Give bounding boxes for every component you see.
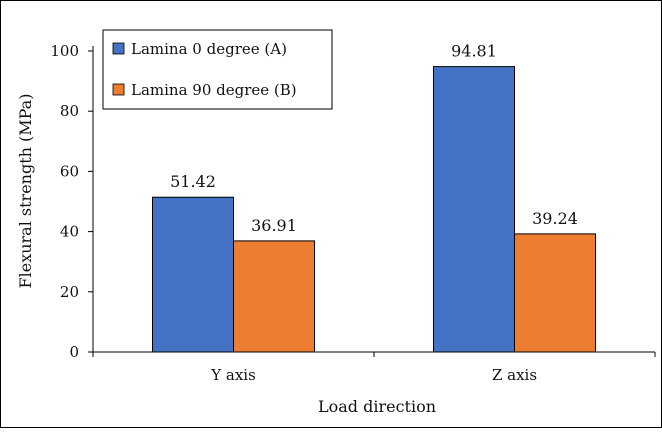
legend-box — [102, 29, 333, 110]
bar-y-axis-series-1 — [233, 240, 315, 353]
y-axis-title: Flexural strength (MPa) — [16, 94, 35, 289]
bars-group — [152, 66, 596, 353]
x-axis-title: Load direction — [318, 397, 436, 416]
bar-y-axis-series-0 — [152, 196, 234, 353]
bar-z-axis-series-0 — [433, 66, 515, 353]
axes-group — [88, 46, 656, 357]
data-label: 36.91 — [251, 216, 297, 235]
legend-swatch-a — [112, 42, 125, 55]
x-tick-label: Y axis — [210, 366, 256, 384]
y-tick-label: 20 — [60, 283, 79, 301]
legend-swatch-b — [112, 83, 125, 96]
legend: Lamina 0 degree (A) Lamina 90 degree (B) — [102, 29, 333, 110]
data-label: 39.24 — [532, 209, 578, 228]
legend-label-b: Lamina 90 degree (B) — [131, 81, 297, 99]
bar-z-axis-series-1 — [514, 233, 596, 353]
y-tick-label: 60 — [60, 162, 79, 180]
legend-label-a: Lamina 0 degree (A) — [131, 40, 287, 58]
data-label: 51.42 — [170, 172, 216, 191]
x-tick-labels: Y axis Z axis — [210, 366, 537, 384]
y-tick-labels: 0 20 40 60 80 100 — [50, 42, 79, 361]
data-labels-group: 51.42 36.91 94.81 39.24 — [170, 42, 578, 235]
y-tick-label: 80 — [60, 102, 79, 120]
data-label: 94.81 — [451, 42, 497, 61]
x-tick-label: Z axis — [492, 366, 537, 384]
y-tick-label: 0 — [69, 343, 79, 361]
y-tick-label: 100 — [50, 42, 79, 60]
y-tick-label: 40 — [60, 223, 79, 241]
